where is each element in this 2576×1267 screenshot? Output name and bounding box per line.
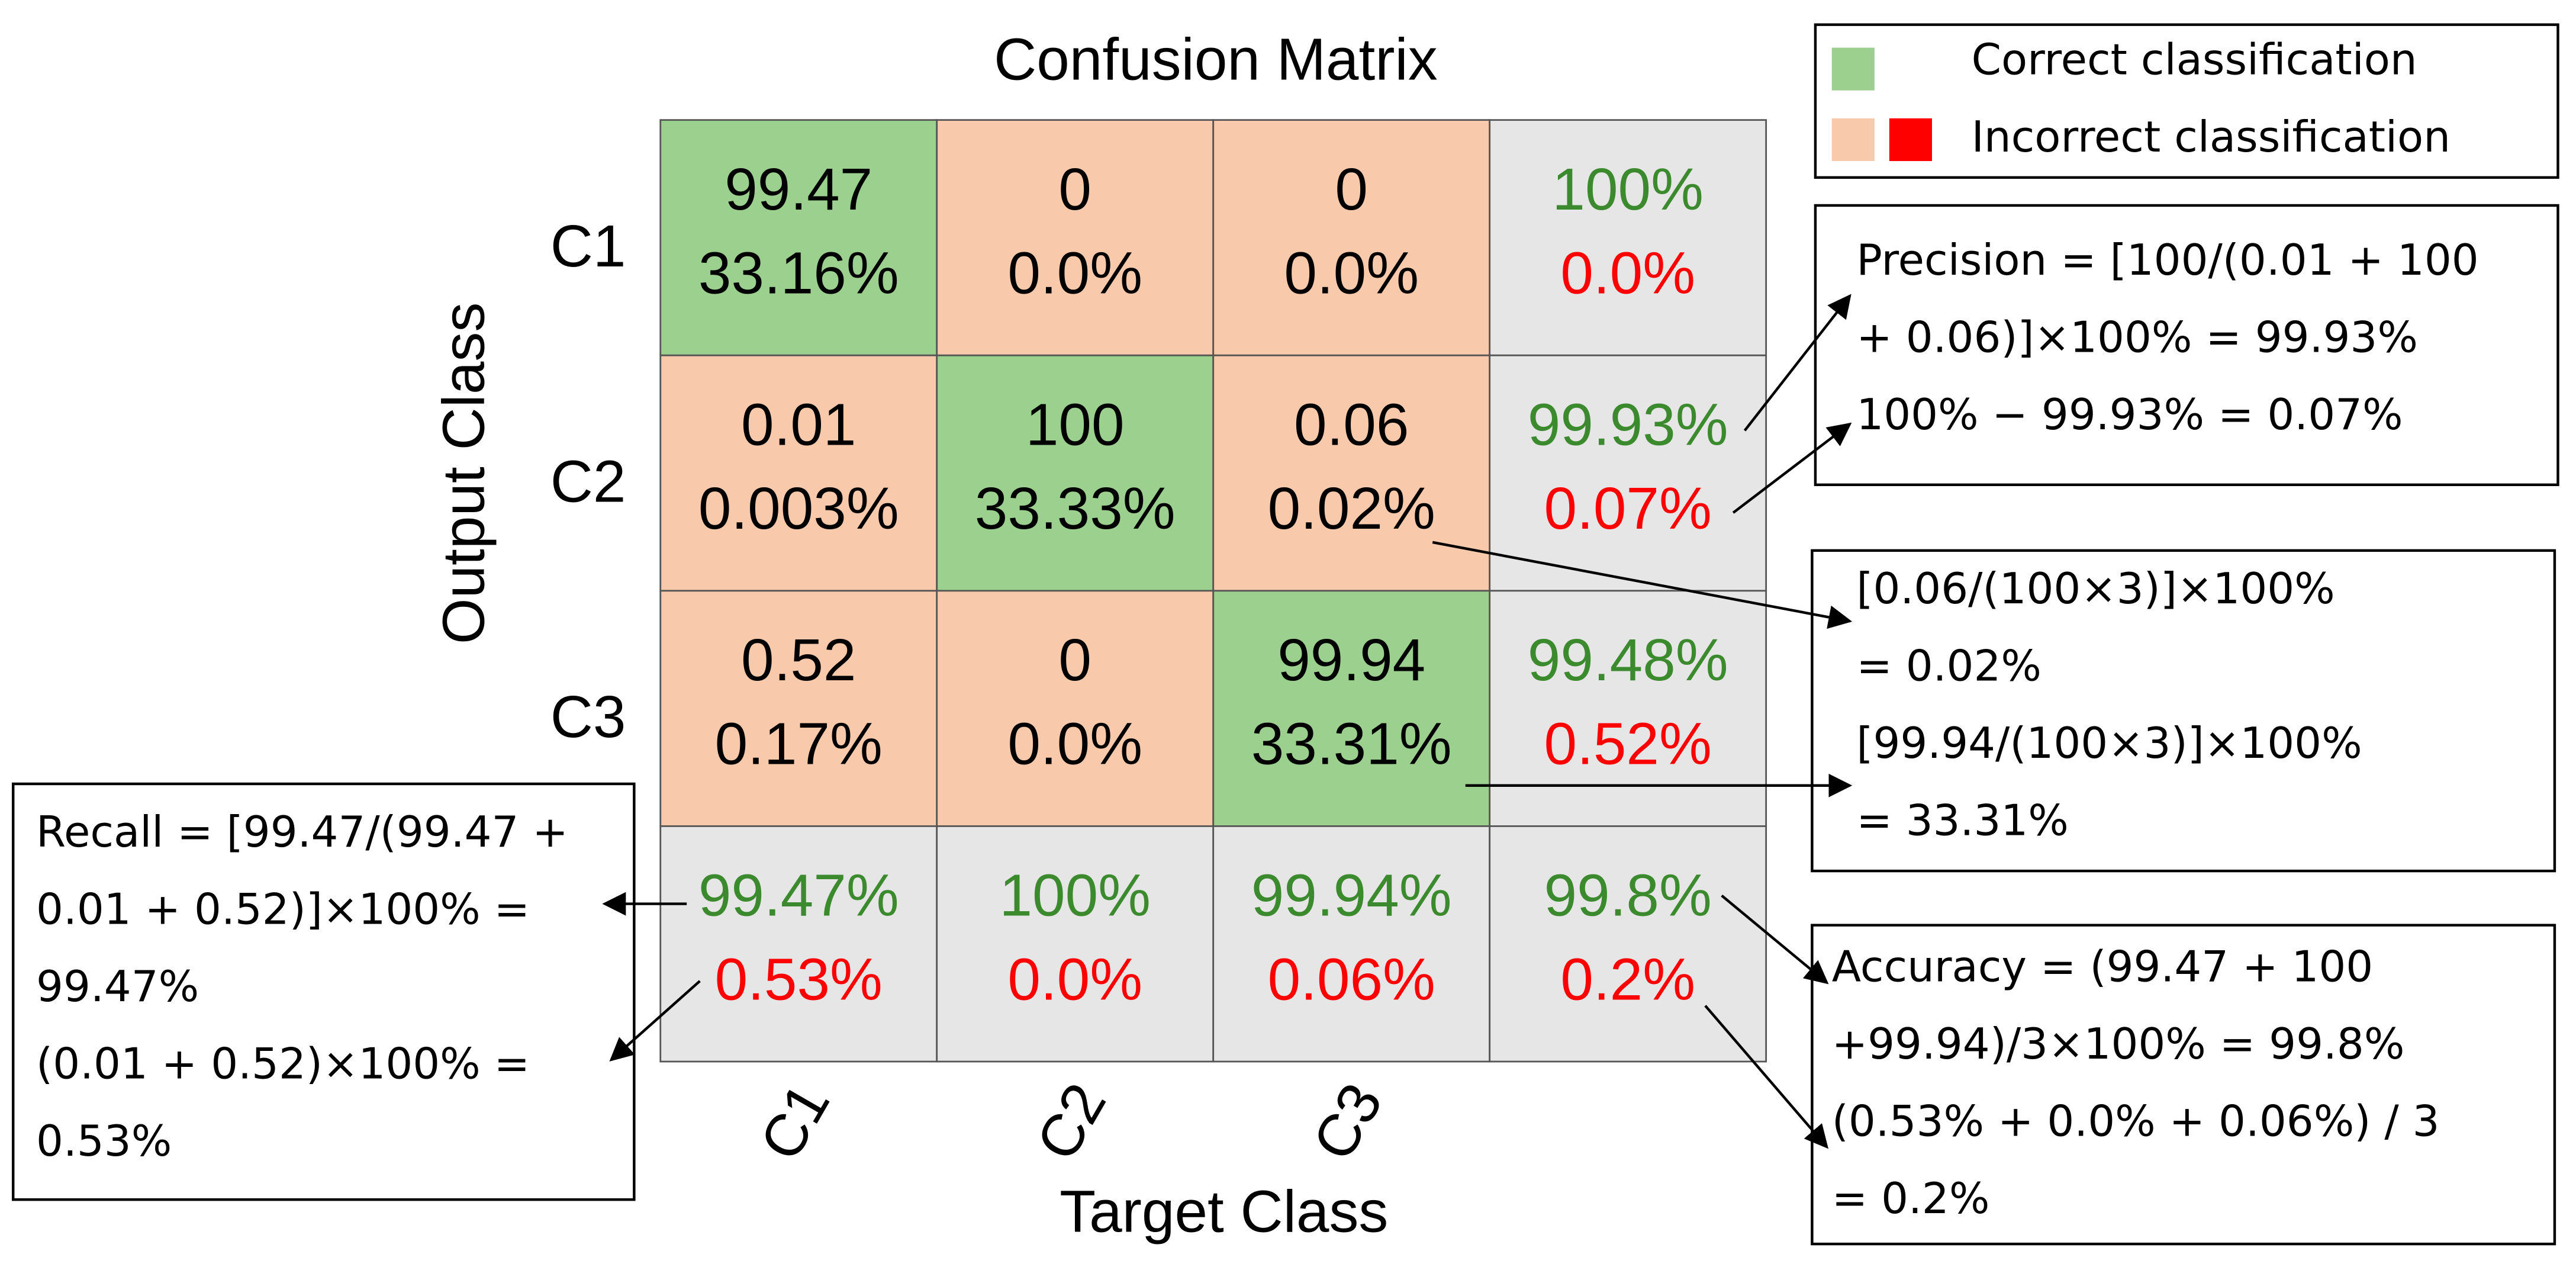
arrow xyxy=(1732,422,1852,514)
cell-percent: 0.0% xyxy=(1560,240,1695,306)
arrow xyxy=(1704,1005,1828,1149)
row-label: C1 xyxy=(550,214,626,279)
note-line: = 0.2% xyxy=(1832,1174,1990,1224)
chart-title: Confusion Matrix xyxy=(994,27,1438,93)
legend-swatch xyxy=(1889,118,1932,162)
matrix-cell xyxy=(936,590,1215,827)
cell-count: 100% xyxy=(999,863,1151,929)
arrow xyxy=(609,980,701,1062)
cell-count: 100 xyxy=(1026,393,1125,458)
cell-percent: 0.0% xyxy=(1284,240,1419,306)
matrix-cell xyxy=(1489,119,1767,356)
cell-percent: 0.17% xyxy=(715,712,883,777)
matrix-cell xyxy=(1212,825,1491,1063)
col-label: C2 xyxy=(1024,1073,1119,1171)
matrix-cell xyxy=(936,119,1215,356)
cell-count: 100% xyxy=(1552,157,1704,223)
note-line: 0.01 + 0.52)]×100% = xyxy=(36,885,530,934)
cell-percent: 0.07% xyxy=(1544,476,1712,542)
note-line: 0.53% xyxy=(36,1117,172,1166)
cell-count: 0 xyxy=(1058,628,1091,693)
cell-count: 99.94 xyxy=(1277,628,1425,693)
matrix-cell xyxy=(1212,119,1491,356)
note-line: 100% − 99.93% = 0.07% xyxy=(1856,390,2403,440)
cell-percent: 0.003% xyxy=(698,476,899,542)
cell-percent: 0.53% xyxy=(715,947,883,1012)
cell-count: 0.01 xyxy=(741,393,856,458)
cell-count: 0.06 xyxy=(1294,393,1409,458)
matrix-cell xyxy=(936,354,1215,592)
matrix-cell xyxy=(659,590,938,827)
cell-count: 0 xyxy=(1335,157,1368,223)
note-line: = 33.31% xyxy=(1856,796,2069,846)
note-line: [99.94/(100×3)]×100% xyxy=(1856,719,2362,768)
legend-label: Correct classification xyxy=(1972,36,2417,85)
note-line: 99.47% xyxy=(36,962,199,1012)
y-axis-label: Output Class xyxy=(431,303,497,645)
cell-count: 99.48% xyxy=(1528,628,1728,693)
legend-swatch xyxy=(1831,47,1875,91)
cell-count: 99.47 xyxy=(724,157,872,223)
legend-box xyxy=(1814,23,2559,179)
col-label: C3 xyxy=(1300,1073,1395,1171)
cell-percent: 33.33% xyxy=(975,476,1176,542)
note-line: +99.94)/3×100% = 99.8% xyxy=(1832,1020,2405,1069)
cell-count: 0 xyxy=(1058,157,1091,223)
note-box xyxy=(11,782,636,1201)
x-axis-label: Target Class xyxy=(1060,1179,1388,1245)
matrix-cell xyxy=(659,119,938,356)
cell-percent: 33.31% xyxy=(1251,712,1452,777)
legend-swatch xyxy=(1831,118,1875,162)
note-line: Precision = [100/(0.01 + 100 xyxy=(1856,236,2478,285)
note-line: (0.01 + 0.52)×100% = xyxy=(36,1039,530,1089)
cell-percent: 0.02% xyxy=(1268,476,1435,542)
arrow xyxy=(1743,294,1852,432)
row-label: C2 xyxy=(550,449,626,515)
cell-count: 0.52 xyxy=(741,628,856,693)
note-line: + 0.06)]×100% = 99.93% xyxy=(1856,313,2418,363)
note-line: (0.53% + 0.0% + 0.06%) / 3 xyxy=(1832,1097,2440,1147)
matrix-cell xyxy=(1489,354,1767,592)
cell-count: 99.8% xyxy=(1544,863,1712,929)
col-label: C1 xyxy=(748,1073,842,1171)
cell-count: 99.47% xyxy=(698,863,899,929)
matrix-cell xyxy=(1489,590,1767,827)
matrix-cell xyxy=(659,354,938,592)
matrix-cell xyxy=(659,825,938,1063)
note-box xyxy=(1811,549,2556,873)
cell-count: 99.94% xyxy=(1251,863,1452,929)
cell-percent: 0.0% xyxy=(1007,240,1142,306)
cell-percent: 0.0% xyxy=(1007,947,1142,1012)
matrix-cell xyxy=(1212,590,1491,827)
row-label: C3 xyxy=(550,684,626,750)
matrix-cell xyxy=(936,825,1215,1063)
note-box xyxy=(1811,924,2556,1246)
cell-percent: 0.2% xyxy=(1560,947,1695,1012)
cell-percent: 0.0% xyxy=(1007,712,1142,777)
note-line: = 0.02% xyxy=(1856,642,2042,692)
arrow xyxy=(1432,541,1853,629)
matrix-cell xyxy=(1212,354,1491,592)
cell-count: 99.93% xyxy=(1528,393,1728,458)
cell-percent: 33.16% xyxy=(698,240,899,306)
note-line: [0.06/(100×3)]×100% xyxy=(1856,564,2334,614)
cell-percent: 0.52% xyxy=(1544,712,1712,777)
cell-percent: 0.06% xyxy=(1268,947,1435,1012)
arrow xyxy=(1721,894,1829,985)
arrows xyxy=(602,294,1853,1149)
legend-label: Incorrect classification xyxy=(1972,112,2451,162)
note-line: Accuracy = (99.47 + 100 xyxy=(1832,943,2374,992)
note-line: Recall = [99.47/(99.47 + xyxy=(36,808,568,857)
note-box xyxy=(1814,204,2559,487)
